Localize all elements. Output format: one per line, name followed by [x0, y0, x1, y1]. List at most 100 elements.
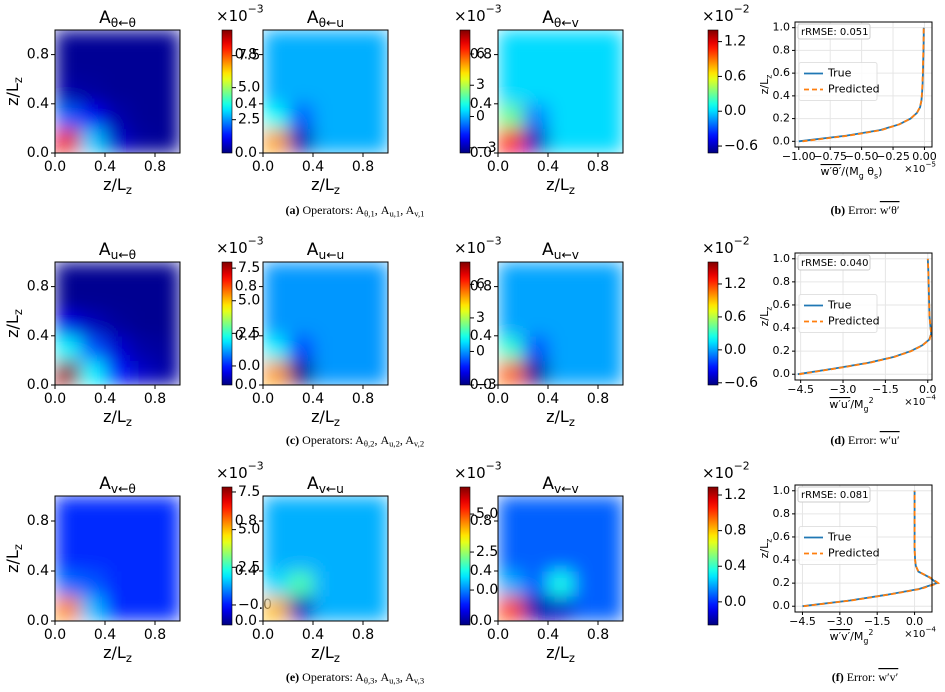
text-part: z: [569, 650, 575, 664]
text-part: Operators: A: [299, 433, 364, 447]
heatmap-cell: [288, 596, 314, 622]
heatmap-cell: [313, 311, 339, 337]
text-part: w′θ′: [880, 203, 900, 217]
heatmap-cell: [338, 596, 364, 622]
y-tick-label: 0.8: [773, 275, 791, 288]
x-tick-label: 0.0: [44, 391, 66, 407]
heatmap-cell: [598, 128, 624, 154]
x-tick-label: 0.0: [252, 627, 274, 643]
x-tick-label: 0.8: [352, 391, 374, 407]
heatmap-cell: [363, 311, 389, 337]
colorbar-scale: ×10−3: [454, 2, 502, 24]
text-part: z: [569, 182, 575, 196]
heatmap-cell: [313, 571, 339, 597]
y-tick-label: 1.0: [773, 21, 791, 34]
line-panel: −4.5 −3.0 −1.5 0.0 0.0 0.2 0.4 0.6 0.8 1.0 rRMSE: …: [758, 252, 937, 413]
heatmap-cell: [498, 103, 524, 129]
y-tick-label: 0.6: [773, 530, 791, 543]
y-tick-label: 0.0: [470, 377, 492, 393]
y-axis-label: z/Lz: [3, 309, 25, 338]
text-part: u←v: [554, 248, 579, 262]
heatmap-cell: [288, 496, 314, 522]
colorbar-tick-label: 1.2: [724, 487, 746, 503]
colorbar-tick-label: 0.0: [238, 358, 260, 374]
heatmap-cell: [55, 286, 81, 312]
colorbar-tick-label: −3: [476, 140, 497, 156]
text-part: z/L: [758, 310, 771, 326]
heatmap-cell: [288, 286, 314, 312]
line-panel: −4.5 −3.0 −1.5 0.0 0.0 0.2 0.4 0.6 0.8 1.0 rRMSE: …: [758, 484, 941, 645]
heatmap-cell: [263, 360, 289, 386]
heatmap-cell: [130, 311, 156, 337]
heatmap-cell: [498, 546, 524, 572]
heatmap-cell: [55, 546, 81, 572]
y-tick-label: 0.4: [235, 96, 257, 112]
y-tick-label: 0.8: [235, 279, 257, 295]
y-tick-label: 0.0: [27, 377, 49, 393]
heatmap-cell: [338, 571, 364, 597]
heatmap-cell: [313, 103, 339, 129]
heatmap-cell: [105, 262, 131, 288]
caption: (f) Error: w′v′: [832, 670, 899, 684]
text-part: w′v′: [878, 670, 898, 684]
x-tick-label: 0.4: [537, 159, 559, 175]
x-tick-label: 0.8: [144, 391, 166, 407]
heatmap-cell: [155, 286, 181, 312]
heatmap-cell: [363, 103, 389, 129]
heatmap-cell: [80, 360, 106, 386]
heatmap-cell: [313, 521, 339, 547]
heatmap-cell: [155, 128, 181, 154]
heatmap-cell: [80, 596, 106, 622]
y-tick-label: 0.4: [470, 96, 492, 112]
heatmap-cell: [55, 311, 81, 337]
colorbar-tick-label: 5.0: [476, 506, 498, 522]
heatmap-cell: [80, 30, 106, 56]
heatmap-cell: [80, 311, 106, 337]
x-tick-label: 0.4: [302, 159, 324, 175]
x-tick-label: 0.0: [487, 159, 509, 175]
text-part: z/L: [311, 407, 334, 426]
colorbar-tick-label: 0.0: [724, 594, 746, 610]
heatmap-cell: [80, 79, 106, 105]
heatmap-cell: [80, 571, 106, 597]
text-part: A: [307, 474, 319, 494]
text-part: ×10: [216, 464, 248, 482]
y-tick-label: 0.0: [773, 367, 791, 380]
heatmap-field: [263, 262, 389, 386]
x-axis-label: z/Lz: [546, 175, 575, 197]
y-tick-label: 0.0: [470, 613, 492, 629]
text-part: θ←θ: [111, 16, 136, 30]
x-tick-label: 0.8: [352, 159, 374, 175]
colorbar-scale: ×10−2: [702, 2, 750, 24]
text-part: g: [859, 171, 864, 180]
heatmap-cell: [130, 79, 156, 105]
text-part: θ,1: [364, 209, 375, 219]
heatmap-cell: [288, 546, 314, 572]
y-tick-label: 0.0: [235, 613, 257, 629]
x-tick-label: 0.8: [587, 391, 609, 407]
heatmap-cell: [573, 128, 599, 154]
text-part: ×10: [454, 239, 486, 257]
legend-box: [798, 294, 878, 333]
heatmap-cell: [363, 262, 389, 288]
text-part: w′θ′: [821, 165, 842, 178]
text-part: z/L: [546, 407, 569, 426]
heatmap-cell: [263, 30, 289, 56]
x-tick-label: −0.75: [813, 150, 847, 163]
x-tick-label: 0.0: [906, 615, 924, 628]
text-part: ×10: [454, 7, 486, 25]
x-tick-label: 0.0: [252, 391, 274, 407]
text-part: ×10: [216, 239, 248, 257]
x-tick-label: −0.25: [876, 150, 910, 163]
heatmap-cell: [598, 571, 624, 597]
text-part: ×10: [702, 7, 734, 25]
heatmap-cell: [548, 335, 574, 361]
heatmap-cell: [548, 262, 574, 288]
panel-title: Av←θ: [99, 474, 136, 496]
heatmap-cell: [155, 311, 181, 337]
text-part: z/L: [311, 643, 334, 662]
y-tick-label: 0.4: [27, 96, 49, 112]
series-line: [799, 258, 933, 376]
heatmap-cell: [130, 128, 156, 154]
